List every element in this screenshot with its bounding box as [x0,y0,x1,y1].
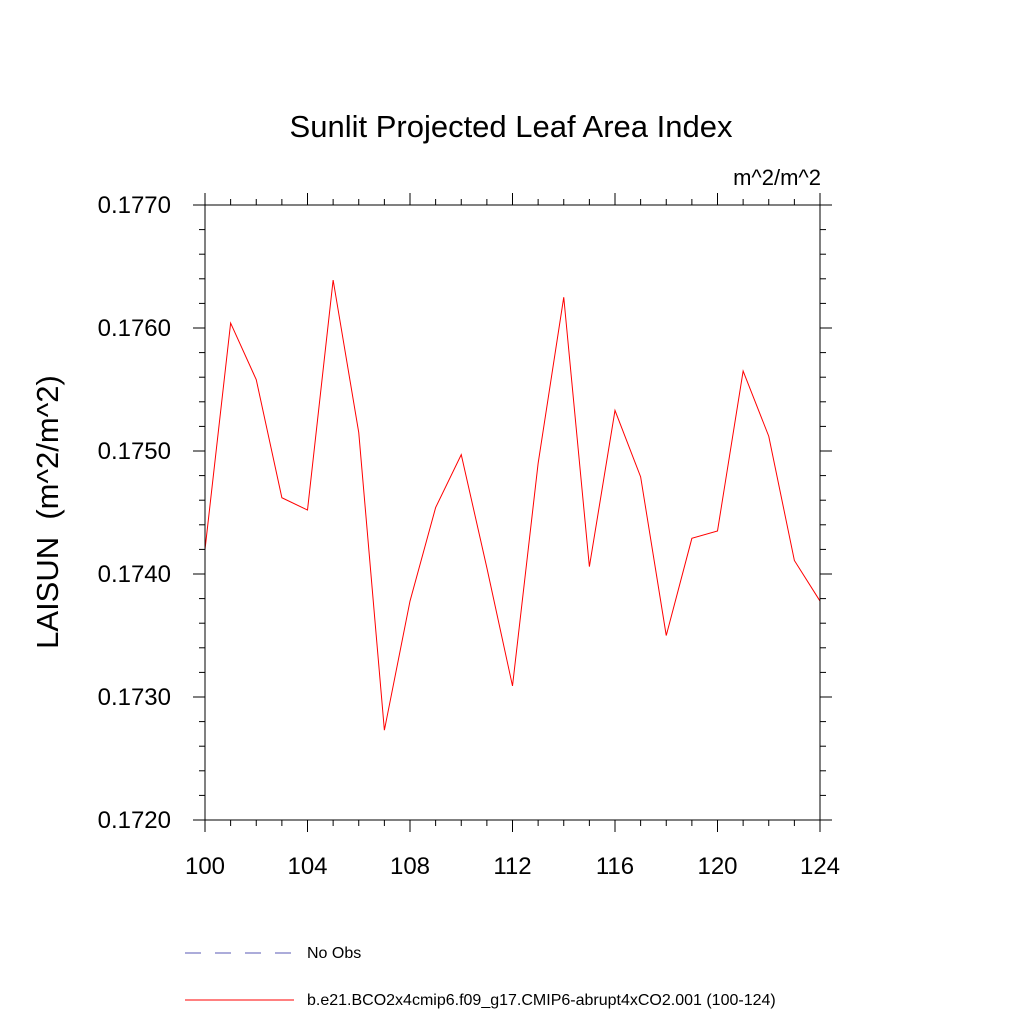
y-tick-label: 0.1720 [98,807,171,834]
y-tick-label: 0.1750 [98,438,171,465]
x-tick-label: 100 [185,853,225,880]
legend-label: b.e21.BCO2x4cmip6.f09_g17.CMIP6-abrupt4x… [307,992,776,1009]
series-line [204,279,821,731]
legend-label: No Obs [307,945,361,962]
chart-units: m^2/m^2 [733,165,821,190]
x-tick-label: 116 [596,853,634,880]
chart-title: Sunlit Projected Leaf Area Index [290,109,733,144]
x-tick-label: 112 [493,853,531,880]
plot-frame [204,204,821,821]
x-tick-label: 104 [287,853,327,880]
y-axis-label: LAISUN (m^2/m^2) [30,375,65,649]
axis-ticks [193,193,832,832]
y-tick-label: 0.1740 [98,561,171,588]
x-tick-label: 108 [390,853,430,880]
legend: No Obs b.e21.BCO2x4cmip6.f09_g17.CMIP6-ab… [185,945,776,1009]
y-tick-label: 0.1770 [98,192,171,219]
y-tick-label: 0.1760 [98,315,171,342]
series-layer [204,279,821,731]
y-tick-label: 0.1730 [98,684,171,711]
x-tick-labels: 100 104 108 112 116 120 124 [185,853,840,880]
y-tick-labels: 0.1720 0.1730 0.1740 0.1750 0.1760 0.1770 [98,192,171,834]
x-tick-label: 120 [697,853,737,880]
x-tick-label: 124 [800,853,840,880]
